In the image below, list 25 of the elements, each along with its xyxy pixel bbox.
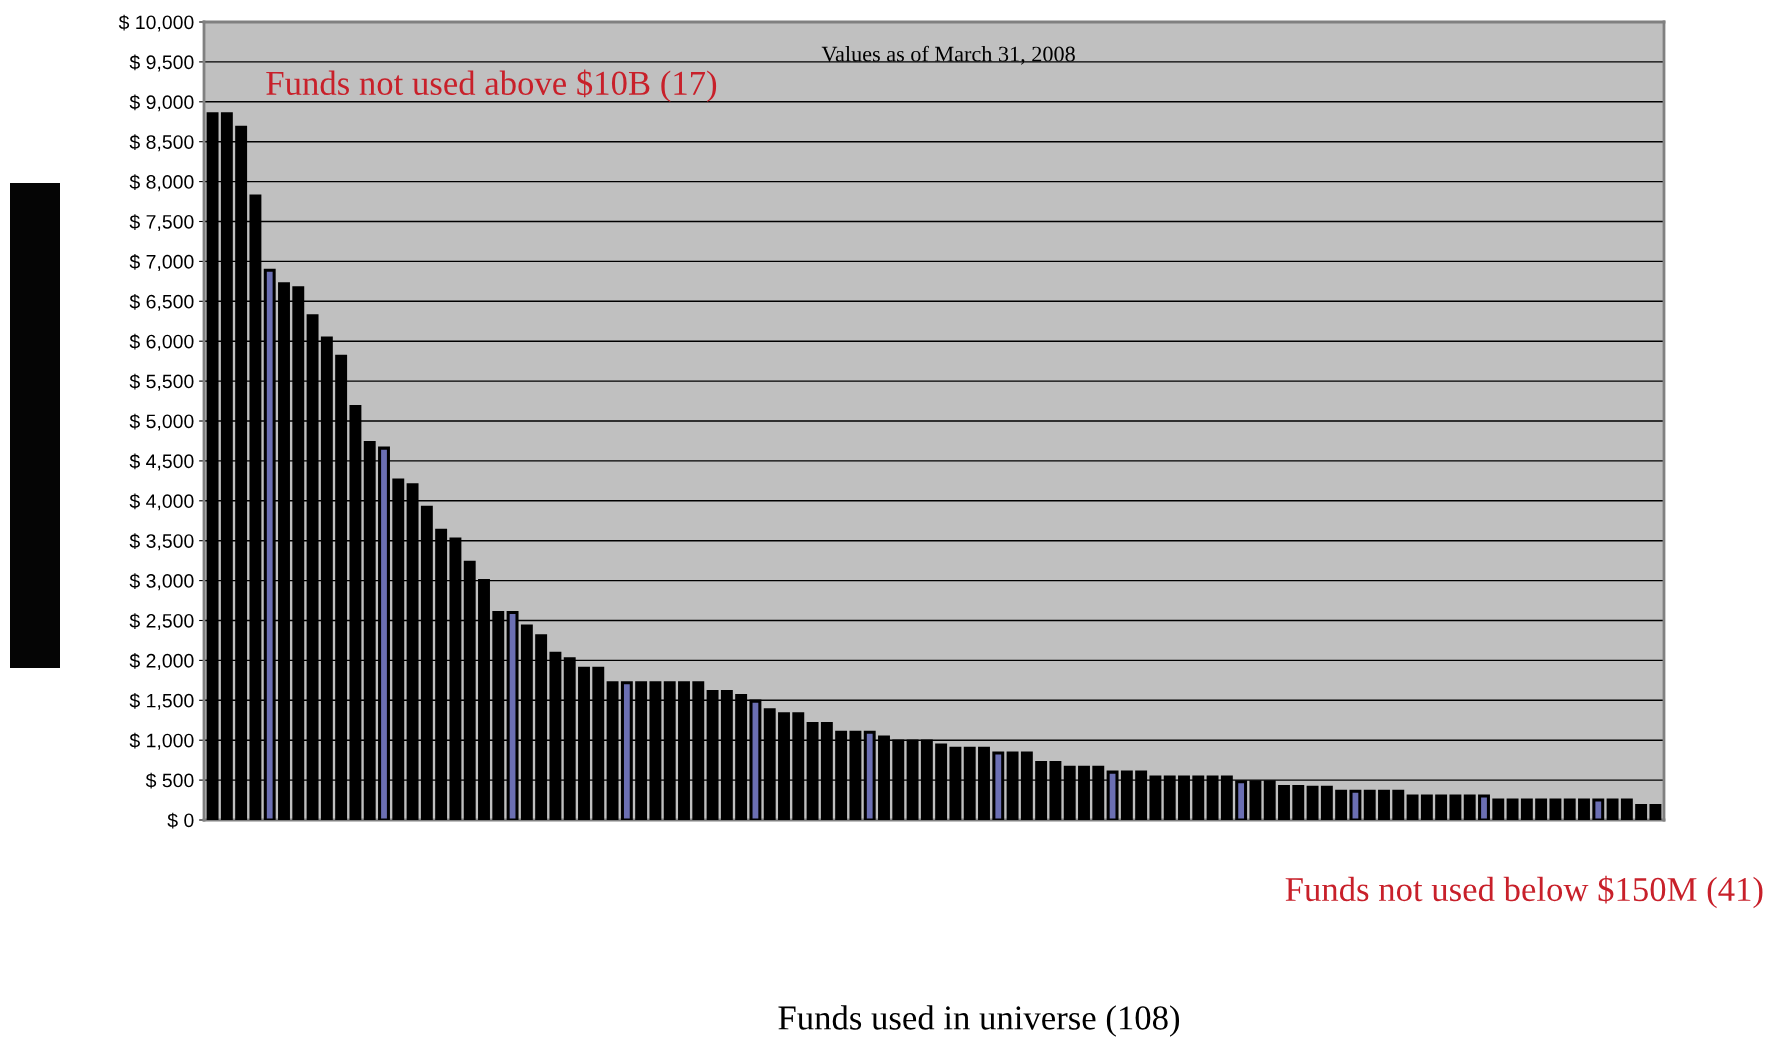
y-tick-label: $ 4,500 [129, 453, 194, 471]
y-tick-label: $ 2,000 [129, 653, 194, 670]
y-tick-label: $ 2,500 [129, 613, 194, 631]
annotation: Funds not used above $10B (17) [266, 69, 717, 103]
y-tick-label: $ 8,000 [129, 174, 194, 192]
y-tick-label: $ 6,500 [129, 293, 194, 311]
y-tick-label: $ 3,000 [129, 573, 194, 591]
y-tick-label: $ 1,000 [129, 732, 194, 750]
y-tick-label: $ 7,500 [129, 214, 194, 232]
text: Funds used in universe (108) [778, 1005, 1180, 1037]
y-tick-label: $ 9,000 [129, 94, 194, 112]
y-tick-label: $ 8,500 [129, 134, 194, 152]
y-tick-label: $ 3,500 [129, 533, 194, 551]
y-tick-label: $ 6,000 [129, 333, 194, 351]
text: Values as of March 31, 2008 [821, 45, 1075, 65]
y-tick-label: $ 5,500 [129, 373, 194, 391]
y-tick-label: $ 5,000 [129, 413, 194, 431]
y-tick-label: $ 9,500 [129, 54, 194, 72]
y-tick-label: $ 4,000 [129, 493, 194, 511]
y-tick-label: $ 10,000 [118, 14, 194, 32]
y-tick-label: $ 1,500 [129, 692, 194, 710]
y-tick-label: $ 500 [145, 772, 194, 789]
text: Funds not used below $150M (41) [1285, 875, 1763, 909]
y-tick-label: $ 0 [167, 812, 194, 829]
y-tick-label: $ 7,000 [129, 254, 194, 271]
